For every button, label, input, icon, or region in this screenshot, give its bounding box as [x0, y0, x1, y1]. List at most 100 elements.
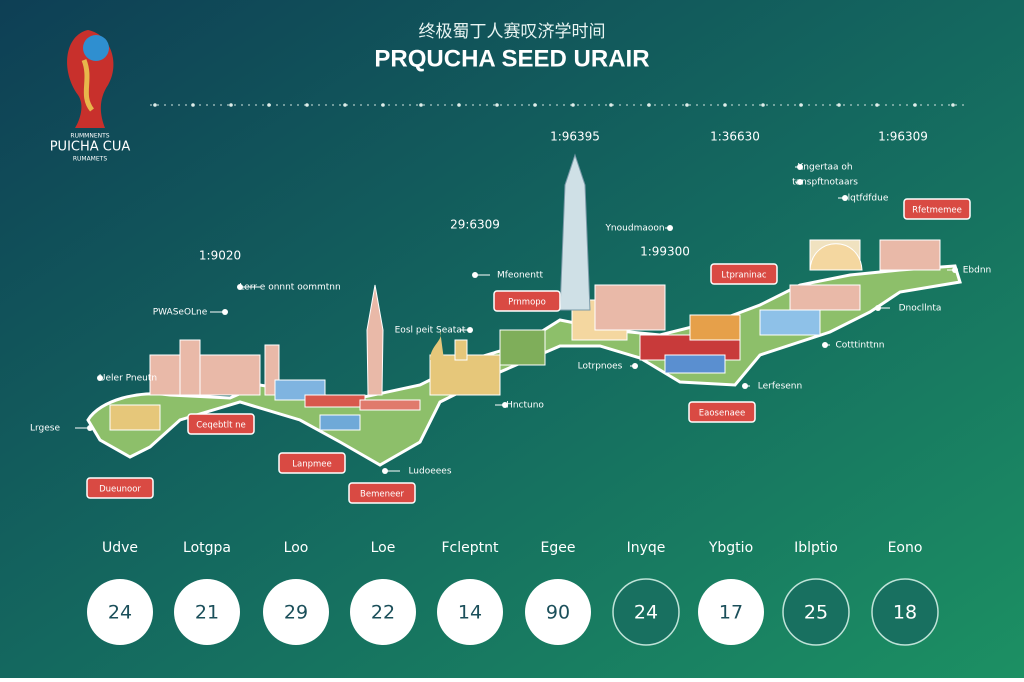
city-label: Loo — [284, 540, 309, 556]
city-label: Loe — [371, 540, 396, 556]
leader-dot — [97, 375, 103, 381]
tag-label: Eaosenaee — [699, 409, 746, 419]
building — [179, 339, 201, 396]
tag-label: Bemeneer — [360, 490, 404, 500]
leader-dot — [797, 164, 803, 170]
count-value: 90 — [546, 602, 570, 624]
leader-dot — [667, 225, 673, 231]
callout: Lotrpnoes — [578, 362, 623, 372]
building — [879, 239, 941, 271]
callout: lqtfdfdue — [848, 194, 889, 204]
tag-box — [688, 401, 756, 423]
callout: Hnctuno — [506, 401, 544, 411]
count-value: 17 — [719, 602, 743, 624]
count-value: 24 — [634, 602, 658, 624]
title: PRQUCHA SEED URAIR — [374, 45, 649, 72]
tower — [559, 153, 591, 311]
tag-box — [187, 413, 255, 435]
logo-text: RUMMNENTS — [70, 133, 109, 140]
content: 1:96395 1:36630 1:96309 1:9020 29:6309 1:9930… — [30, 130, 991, 646]
top-value: 1:99300 — [640, 245, 690, 259]
timeline-dot — [951, 103, 955, 107]
logo-text: RUMAMETS — [73, 156, 107, 163]
callout: Ludoeees — [408, 467, 451, 477]
timeline-dot — [229, 103, 233, 107]
count-badge — [698, 579, 764, 645]
tag-box — [710, 263, 778, 285]
building — [149, 354, 261, 396]
timeline-dot — [761, 103, 765, 107]
timeline-dot — [153, 103, 157, 107]
top-value: 1:9020 — [199, 249, 241, 263]
timeline-dot — [723, 103, 727, 107]
tag-label: Prnmopo — [508, 298, 546, 308]
count-badge — [871, 578, 939, 646]
leader-dot — [472, 272, 478, 278]
logo-text: PUICHA CUA — [50, 140, 131, 155]
city-label: Udve — [102, 540, 138, 556]
tag-box — [903, 198, 971, 220]
logo-ball — [83, 35, 109, 61]
leader-dot — [502, 402, 508, 408]
city-label: Ybgtio — [708, 540, 753, 556]
callout: Lrgese — [30, 424, 60, 434]
leader-dot — [797, 179, 803, 185]
leader-dot — [632, 363, 638, 369]
timeline-dot — [457, 103, 461, 107]
count-value: 22 — [371, 602, 395, 624]
count-badge — [87, 579, 153, 645]
timeline-dot — [533, 103, 537, 107]
count-badge — [782, 578, 850, 646]
landmarks — [109, 103, 955, 431]
callout: tanspftnotaars — [792, 178, 858, 188]
callout: Eosl peit Seatat — [395, 326, 466, 336]
timeline-dot — [343, 103, 347, 107]
leader-dot — [222, 309, 228, 315]
timeline-dot — [191, 103, 195, 107]
leader-dot — [742, 383, 748, 389]
callout: Cotttinttnn — [835, 341, 884, 351]
city-label: Lotgpa — [183, 540, 231, 556]
callout: Ueler Pneutn — [99, 374, 157, 384]
count-badge — [350, 579, 416, 645]
timeline-dot — [609, 103, 613, 107]
city-label: Eono — [888, 540, 923, 556]
subtitle: 终极蜀丁人赛叹济学时间 — [419, 21, 606, 42]
count-value: 29 — [284, 602, 308, 624]
callout: Ebdnn — [963, 266, 992, 276]
timeline-dot — [381, 103, 385, 107]
top-value: 1:96395 — [550, 130, 600, 144]
top-value: 29:6309 — [450, 218, 500, 232]
timeline-dot — [913, 103, 917, 107]
timeline-dot — [305, 103, 309, 107]
tag-box — [278, 452, 346, 474]
city-label: Fcleptnt — [442, 540, 500, 556]
count-value: 14 — [458, 602, 482, 624]
leader-dot — [87, 425, 93, 431]
building — [759, 309, 821, 336]
timeline-dot — [837, 103, 841, 107]
top-value: 1:96309 — [878, 130, 928, 144]
leader-dot — [467, 327, 473, 333]
building — [319, 414, 361, 431]
building — [594, 284, 666, 331]
count-badge — [174, 579, 240, 645]
tag-box — [86, 477, 154, 499]
timeline-dot — [419, 103, 423, 107]
city-label: Egee — [541, 540, 576, 556]
leader-dot — [382, 468, 388, 474]
timeline-dot — [685, 103, 689, 107]
count-value: 18 — [893, 602, 917, 624]
building — [454, 339, 468, 361]
tag-box — [493, 290, 561, 312]
leader-dot — [952, 267, 958, 273]
leader-dot — [875, 305, 881, 311]
count-value: 21 — [195, 602, 219, 624]
tag-label: Ceqebtlt ne — [196, 421, 246, 431]
top-value: 1:36630 — [710, 130, 760, 144]
callout: Kngertaa oh — [797, 163, 852, 173]
building — [689, 314, 741, 341]
count-badge — [437, 579, 503, 645]
count-value: 25 — [804, 602, 828, 624]
leader-dot — [237, 284, 243, 290]
